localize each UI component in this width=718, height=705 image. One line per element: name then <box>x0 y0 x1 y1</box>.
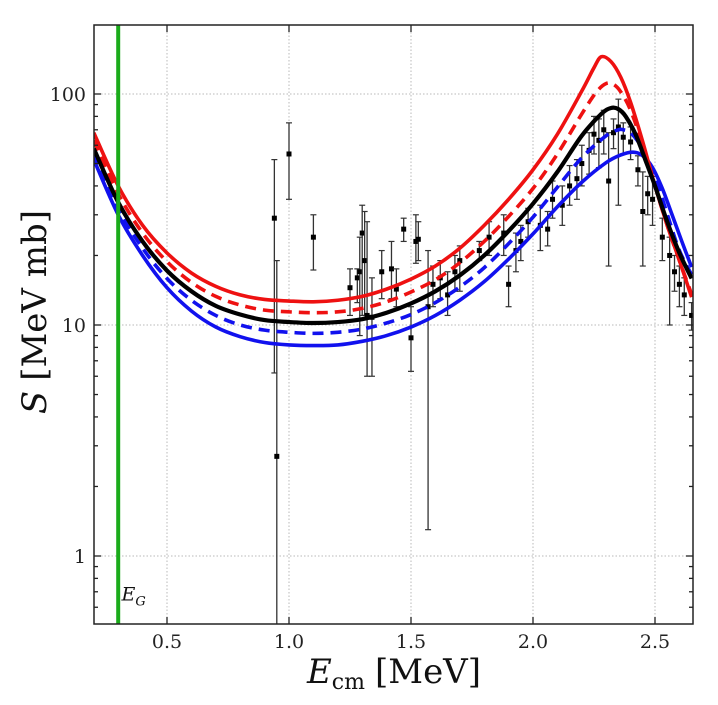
data-point <box>595 118 602 169</box>
curve-red-solid <box>94 54 693 304</box>
data-point <box>644 175 651 216</box>
x-tick-label: 0.5 <box>152 631 182 653</box>
data-point <box>429 265 436 308</box>
data-point <box>310 214 317 271</box>
curve-red-dashed <box>94 81 693 315</box>
data-point <box>408 306 414 372</box>
data-point <box>286 122 292 200</box>
data-point <box>347 268 353 317</box>
data-point <box>639 171 646 267</box>
data-point <box>578 144 585 187</box>
data-point <box>388 240 395 300</box>
data-point <box>451 254 458 292</box>
curve-blue-solid <box>94 150 693 348</box>
curve-black-solid <box>94 105 693 326</box>
y-tick-label: 10 <box>62 315 86 337</box>
data-point <box>634 155 641 187</box>
y-tick-label: 100 <box>50 84 86 106</box>
x-axis-label: Ecm [MeV] <box>306 652 481 695</box>
x-tick-label: 1.5 <box>396 631 426 653</box>
curve-blue-dashed <box>94 127 693 336</box>
y-tick-labels: 1 10 100 <box>50 84 86 568</box>
x-tick-label: 1.0 <box>274 631 304 653</box>
data-point <box>666 236 673 326</box>
y-axis-label: S[MeV mb] <box>15 210 55 414</box>
data-point <box>615 98 622 206</box>
x-tick-label: 2.5 <box>640 631 670 653</box>
data-point <box>400 217 407 243</box>
data-point <box>610 118 617 150</box>
y-tick-label: 1 <box>74 546 86 568</box>
data-point <box>505 265 512 308</box>
x-tick-label: 2.0 <box>518 631 548 653</box>
data-point <box>671 254 678 292</box>
data-point <box>605 132 612 267</box>
x-tick-labels: 0.5 1.0 1.5 2.0 2.5 <box>152 631 670 653</box>
data-points <box>271 98 693 624</box>
data-point <box>271 159 278 374</box>
model-curves <box>94 54 693 348</box>
gamow-energy-label: EG <box>121 584 146 610</box>
data-point <box>456 245 463 292</box>
data-point <box>559 185 566 226</box>
data-point <box>659 217 666 262</box>
data-point <box>415 221 422 262</box>
axis-ticks <box>94 25 693 624</box>
